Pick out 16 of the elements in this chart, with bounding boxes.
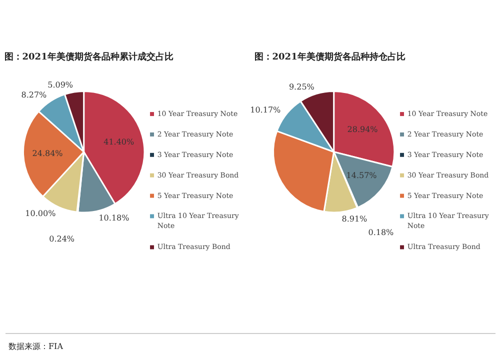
data-label: 0.24% bbox=[49, 234, 75, 244]
data-label: 8.91% bbox=[342, 214, 368, 224]
data-label: 10.18% bbox=[98, 214, 130, 223]
data-label: 14.57% bbox=[346, 170, 378, 180]
data-label: 41.40% bbox=[104, 138, 135, 147]
data-label: 8.27% bbox=[21, 90, 48, 100]
data-label: 5.09% bbox=[48, 80, 74, 90]
data-label: 10.17% bbox=[250, 105, 282, 114]
data-label: 9.25% bbox=[288, 82, 315, 92]
data-label: 28.94% bbox=[347, 125, 378, 134]
data-label: 10.00% bbox=[25, 209, 56, 218]
chart-title: 图：2021年美债期货各品种累计成交占比 bbox=[4, 51, 174, 62]
data-label: 0.18% bbox=[368, 228, 394, 238]
source-note: 数据来源：FIA bbox=[8, 342, 64, 351]
data-label: 24.84% bbox=[32, 149, 64, 158]
chart-title: 图：2021年美债期货各品种持仓占比 bbox=[254, 51, 406, 62]
